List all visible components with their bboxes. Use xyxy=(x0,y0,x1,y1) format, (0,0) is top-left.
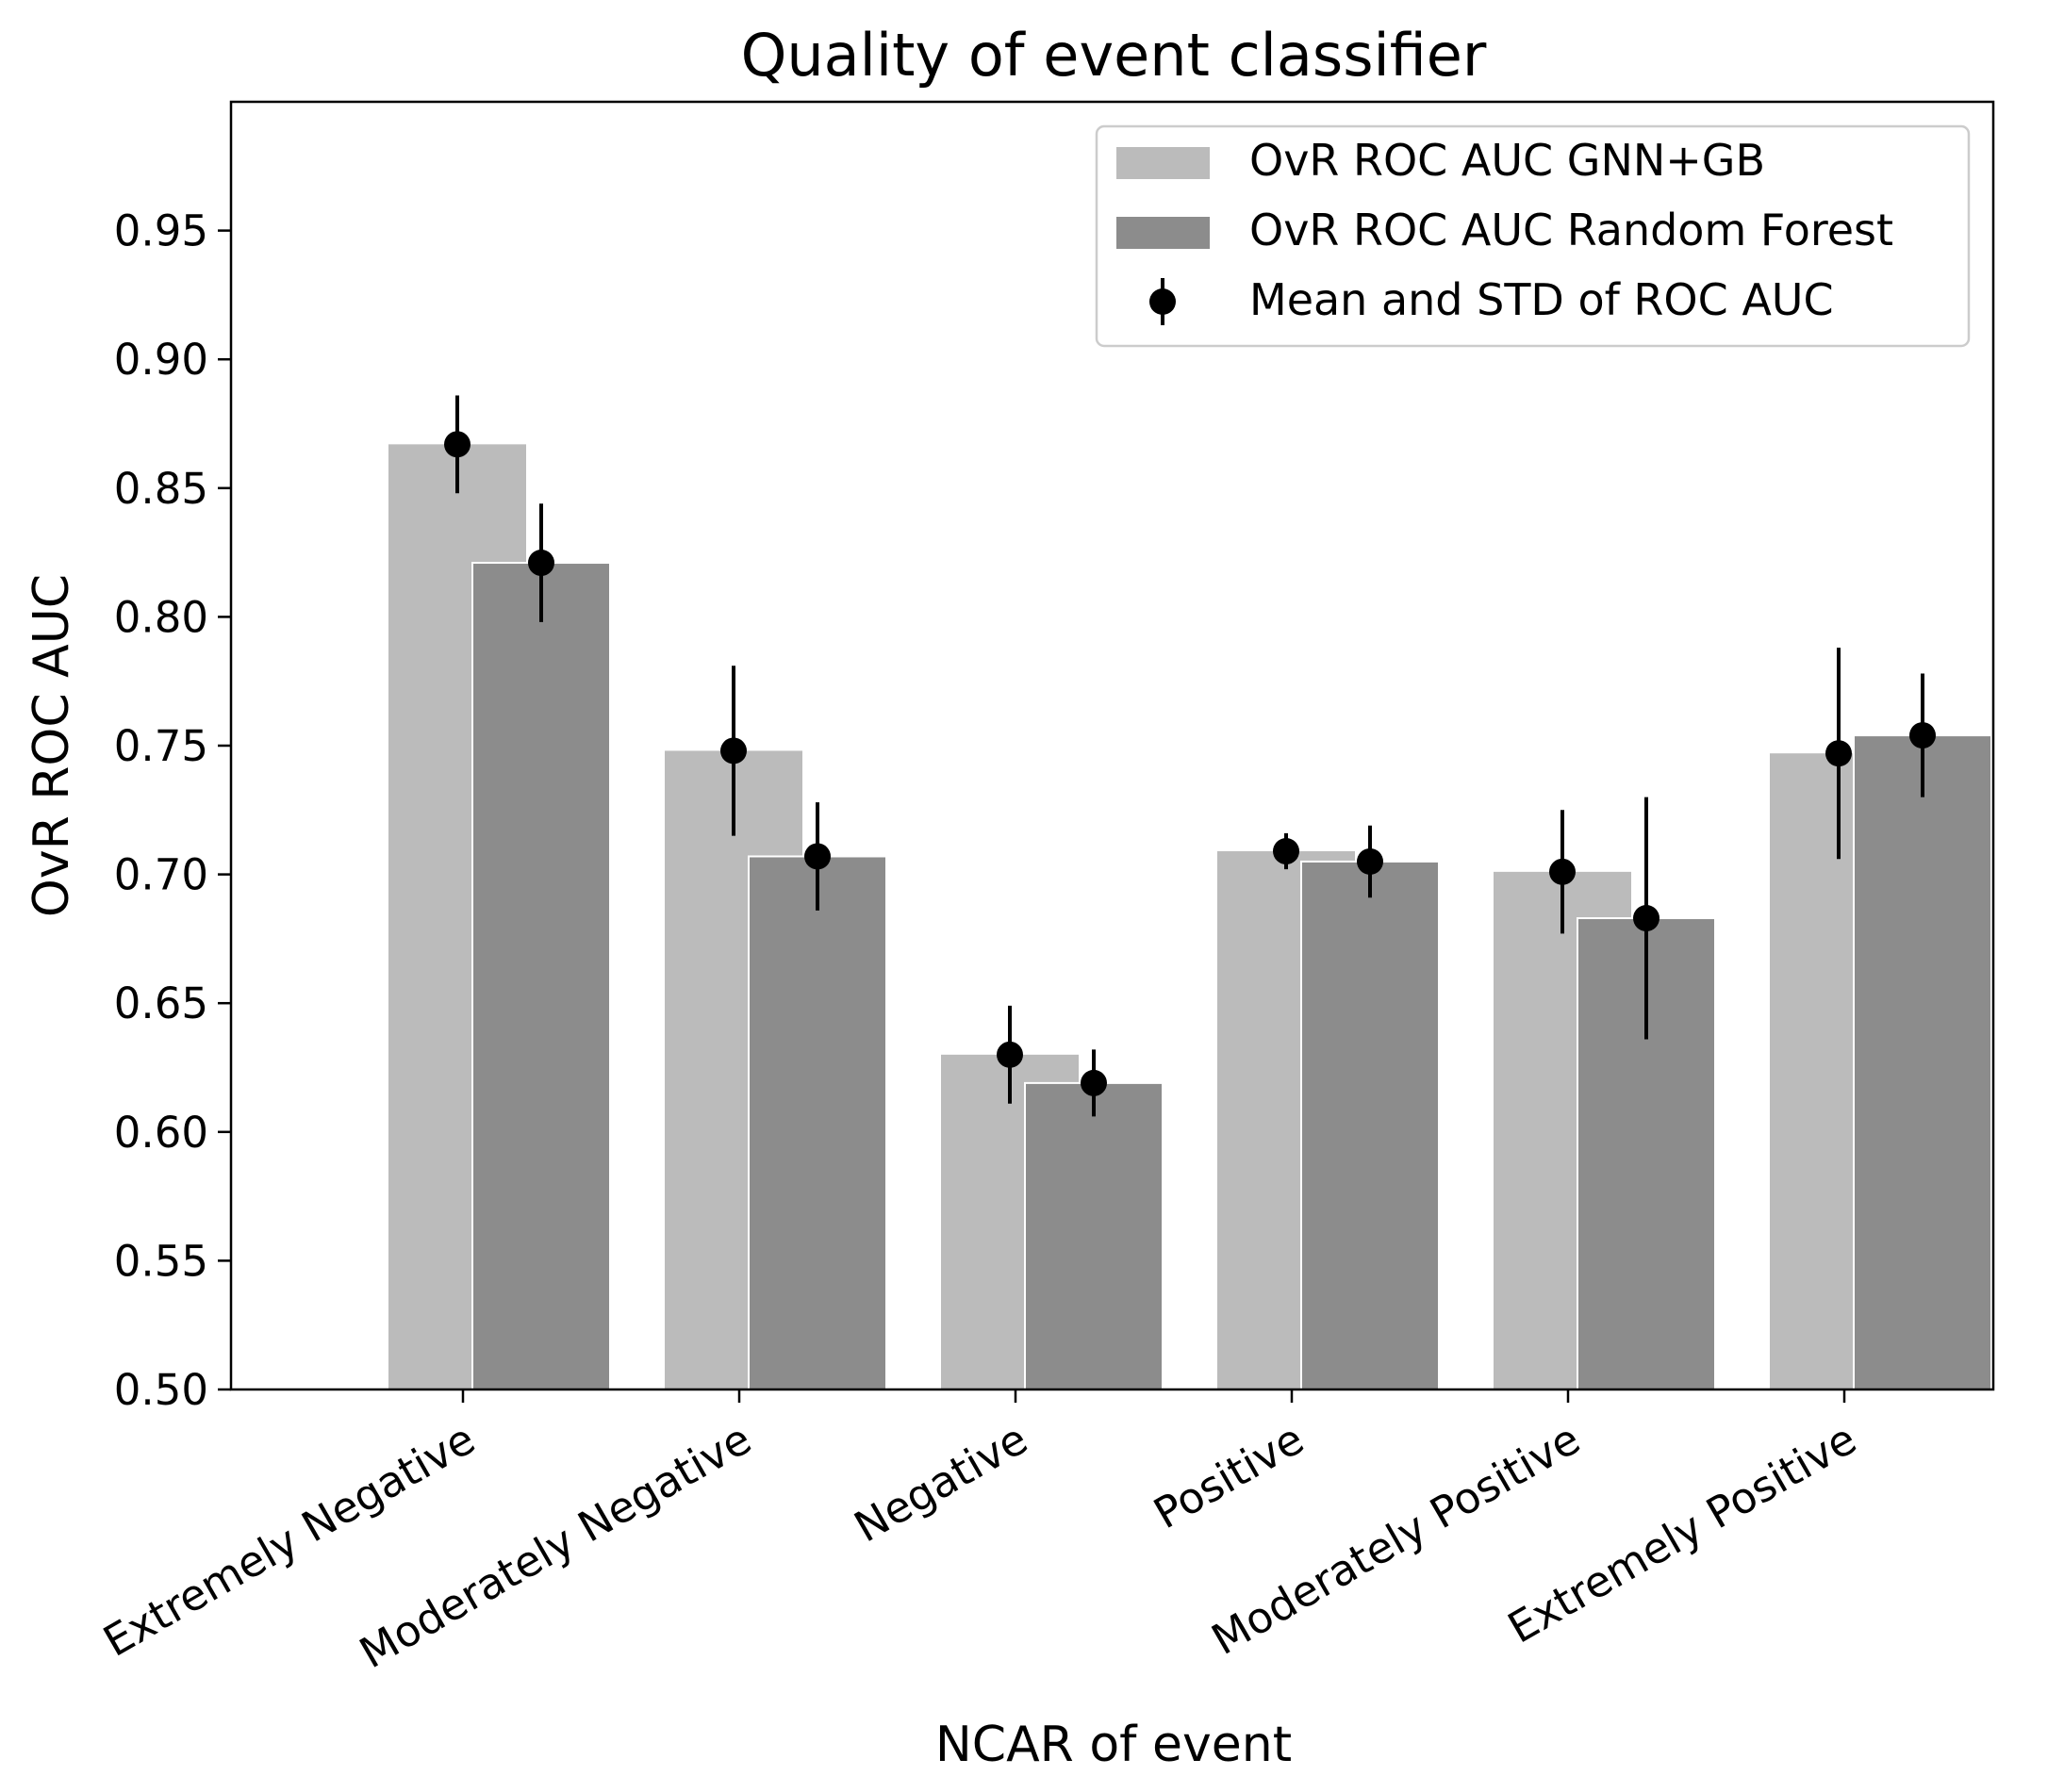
mean-marker-ovr-roc-auc-gnn-gb-negative xyxy=(997,1041,1023,1068)
y-tick-label: 0.85 xyxy=(114,464,208,514)
bar-ovr-roc-auc-random-forest-moderately-negative xyxy=(748,855,887,1390)
bar-ovr-roc-auc-random-forest-extremely-positive xyxy=(1853,734,1992,1390)
mean-marker-ovr-roc-auc-random-forest-moderately-negative xyxy=(804,843,831,870)
mean-marker-ovr-roc-auc-random-forest-positive xyxy=(1357,847,1383,875)
legend: OvR ROC AUC GNN+GB OvR ROC AUC Random Fo… xyxy=(1095,124,1971,348)
mean-marker-ovr-roc-auc-gnn-gb-moderately-positive xyxy=(1549,858,1576,885)
y-tick-label: 0.80 xyxy=(114,592,208,642)
y-axis: 0.50 0.55 0.60 0.65 0.70 0.75 0.80 0.85 0.90 0.95 xyxy=(114,206,231,1415)
mean-marker-ovr-roc-auc-random-forest-extremely-negative xyxy=(528,550,554,577)
y-axis-label: OvR ROC AUC xyxy=(24,574,80,917)
errorbars-layer xyxy=(444,395,1936,1117)
mean-marker-ovr-roc-auc-random-forest-negative xyxy=(1081,1069,1107,1096)
legend-label-gnn-gb: OvR ROC AUC GNN+GB xyxy=(1249,135,1765,186)
y-tick-label: 0.50 xyxy=(114,1365,208,1415)
y-tick-label: 0.90 xyxy=(114,335,208,385)
bar-ovr-roc-auc-random-forest-extremely-negative xyxy=(471,562,611,1390)
bars-layer xyxy=(388,444,1992,1390)
y-tick-label: 0.70 xyxy=(114,850,208,900)
x-tick-label-negative: Negative xyxy=(846,1414,1035,1553)
mean-marker-ovr-roc-auc-gnn-gb-positive xyxy=(1273,838,1299,865)
legend-swatch-gnn-gb xyxy=(1116,147,1210,179)
mean-marker-ovr-roc-auc-random-forest-extremely-positive xyxy=(1909,722,1936,749)
plot-frame xyxy=(229,100,1995,1391)
y-tick-label: 0.65 xyxy=(114,978,208,1028)
mean-marker-ovr-roc-auc-random-forest-moderately-positive xyxy=(1633,905,1659,932)
mean-marker-ovr-roc-auc-gnn-gb-moderately-negative xyxy=(720,737,747,764)
legend-label-random-forest: OvR ROC AUC Random Forest xyxy=(1249,205,1893,255)
mean-marker-ovr-roc-auc-gnn-gb-extremely-negative xyxy=(444,431,471,458)
y-tick-label: 0.75 xyxy=(114,721,208,771)
legend-swatch-random-forest xyxy=(1116,217,1210,249)
y-tick-label: 0.60 xyxy=(114,1108,208,1158)
bar-ovr-roc-auc-random-forest-positive xyxy=(1300,860,1440,1390)
bar-ovr-roc-auc-random-forest-negative xyxy=(1024,1081,1164,1390)
legend-errorbar-marker xyxy=(1149,288,1176,315)
mean-marker-ovr-roc-auc-gnn-gb-extremely-positive xyxy=(1825,740,1852,767)
y-tick-label: 0.95 xyxy=(114,206,208,256)
x-axis-label: NCAR of event xyxy=(935,1717,1292,1773)
legend-box xyxy=(1095,124,1971,348)
legend-label-errorbar: Mean and STD of ROC AUC xyxy=(1249,274,1834,325)
chart-title: Quality of event classifier xyxy=(741,21,1487,90)
y-tick-label: 0.55 xyxy=(114,1236,208,1286)
x-tick-label-positive: Positive xyxy=(1146,1414,1313,1539)
